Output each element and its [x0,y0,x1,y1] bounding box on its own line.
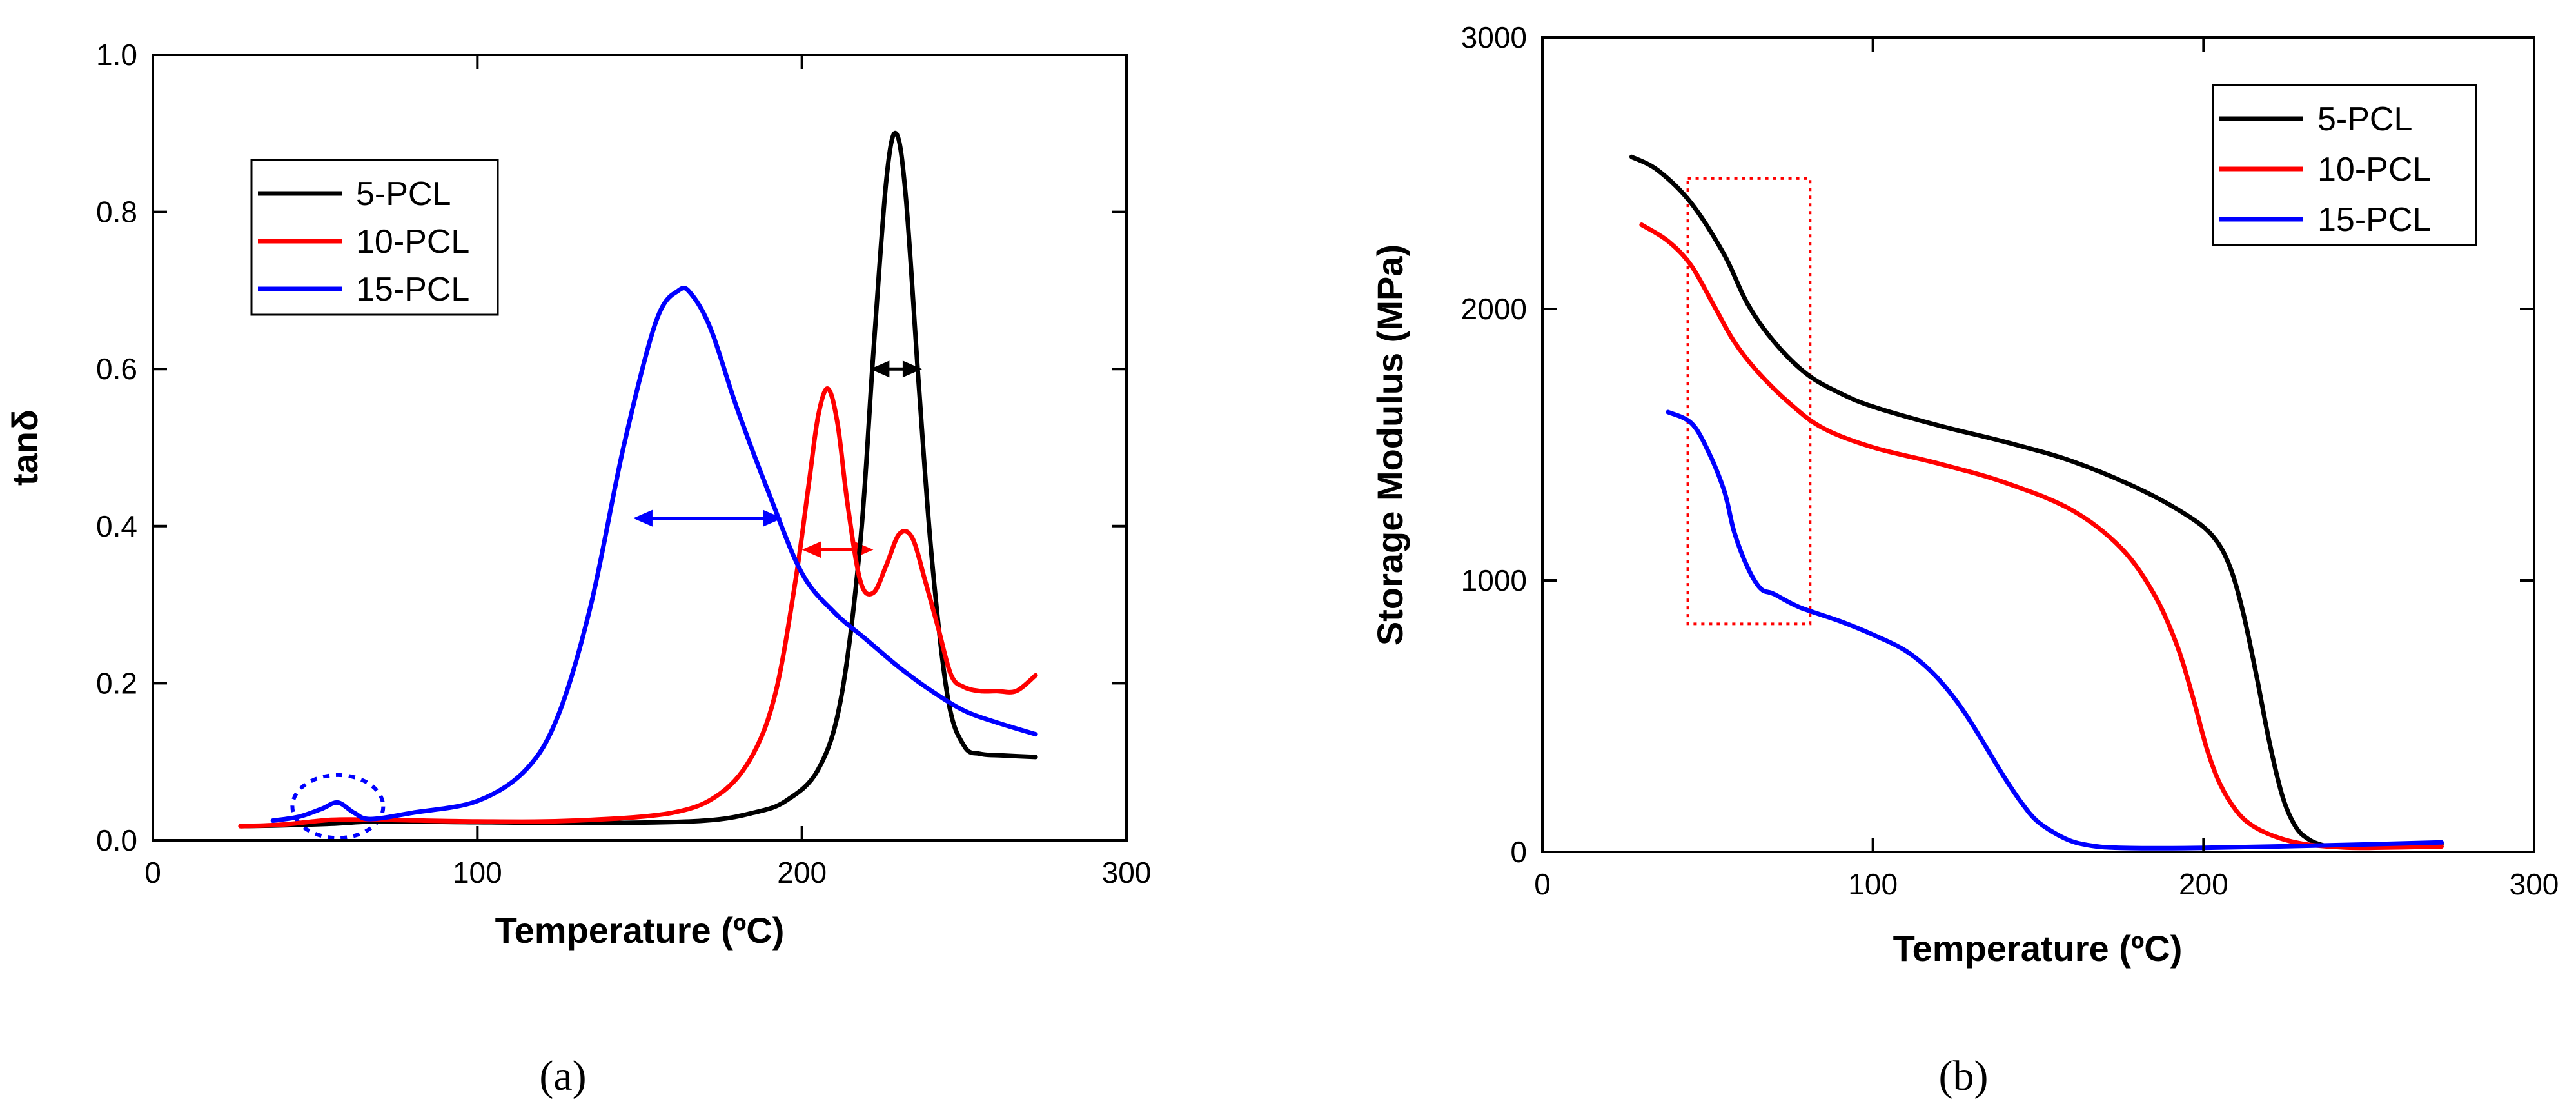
panel-a: 0 100 200 300 0.0 0.2 0.4 0.6 0.8 1.0 Temperature… [5,38,1151,1100]
y-tick-label: 0.0 [96,824,137,857]
legend-label-5-pcl: 5-PCL [2317,101,2412,138]
storage-modulus-annotations [1686,177,1812,626]
tan-delta-series [238,130,1038,829]
y-tick-label: 0 [1510,835,1527,869]
double-arrow-annotation [870,360,922,378]
legend-label-5-pcl: 5-PCL [356,175,451,213]
tan-delta-axis-ticks: 0 100 200 300 0.0 0.2 0.4 0.6 0.8 1.0 [96,38,1151,889]
panel-label-a: (a) [539,1052,586,1100]
legend-label-10-pcl: 10-PCL [2317,151,2431,188]
tan-delta-legend: 5-PCL 10-PCL 15-PCL [250,159,499,316]
series-line-15-pcl [1666,409,2444,851]
series-line-15-pcl [270,286,1038,823]
tan-delta-plot-frame [152,54,1128,842]
tan-delta-annotations [290,360,922,840]
x-tick-label: 200 [777,856,827,889]
x-tick-label: 300 [1102,856,1152,889]
storage-modulus-x-axis-title: Temperature (ºC) [1893,928,2183,969]
x-tick-label: 0 [144,856,161,889]
dotted-rectangle-annotation [1686,177,1812,626]
tan-delta-y-axis-title: tanδ [5,409,45,486]
series-line-10-pcl [1639,222,2444,851]
x-tick-label: 0 [1534,867,1551,901]
x-tick-label: 100 [453,856,502,889]
double-arrow-annotation [633,509,783,527]
x-tick-label: 100 [1848,867,1898,901]
series-line-5-pcl [1629,154,2444,849]
y-tick-label: 0.8 [96,195,137,229]
x-tick-label: 300 [2510,867,2559,901]
legend-label-10-pcl: 10-PCL [356,223,469,261]
double-arrow-annotation [801,541,874,558]
storage-modulus-y-axis-title: Storage Modulus (MPa) [1370,244,1410,646]
dotted-circle-annotation [290,773,386,840]
y-tick-label: 1.0 [96,38,137,72]
x-tick-label: 200 [2179,867,2228,901]
storage-modulus-legend: 5-PCL 10-PCL 15-PCL [2212,84,2477,246]
tan-delta-x-axis-title: Temperature (ºC) [495,910,785,951]
panel-label-b: (b) [1939,1052,1989,1100]
storage-modulus-series [1629,154,2444,851]
legend-label-15-pcl: 15-PCL [356,271,469,308]
y-tick-label: 0.6 [96,352,137,386]
storage-modulus-plot-frame [1541,36,2535,853]
series-line-10-pcl [238,386,1038,829]
y-tick-label: 2000 [1461,292,1527,326]
y-tick-label: 0.4 [96,509,137,543]
legend-label-15-pcl: 15-PCL [2317,201,2431,239]
y-tick-label: 3000 [1461,21,1527,54]
y-tick-label: 1000 [1461,564,1527,597]
y-tick-label: 0.2 [96,666,137,700]
